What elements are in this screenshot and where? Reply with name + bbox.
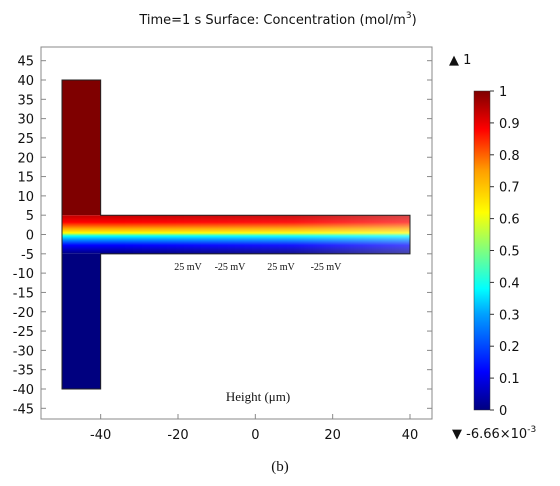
y-tick-label: -5 [21,248,34,263]
y-tick-label: 35 [17,93,34,108]
x-tick-label: 0 [251,428,259,443]
diffusion-overlay [120,215,410,254]
y-tick-label: -10 [13,267,34,282]
y-tick-label: -15 [13,286,34,301]
colorbar-tick-label: 1 [499,85,507,100]
colorbar-tick-label: 0.7 [499,181,520,196]
colorbar-tick-label: 0.1 [499,372,520,387]
colorbar-tick-label: 0.4 [499,276,520,291]
x-tick-label: 20 [324,428,341,443]
y-tick-label: 10 [17,190,34,205]
geometry-outline [61,79,411,390]
electrode-label: 25 mV [267,262,295,273]
colorbar-tick-label: 0.8 [499,149,520,164]
y-tick-label: -45 [13,402,34,417]
y-tick-label: 20 [17,151,34,166]
x-tick-label: 40 [402,428,419,443]
y-tick-label: 30 [17,113,34,128]
y-tick-label: 25 [17,132,34,147]
y-tick-label: 5 [26,209,34,224]
plot-frame [40,46,433,420]
colorbar-tick-label: 0.3 [499,308,520,323]
colorbar-tick-label: 0 [499,404,507,419]
electrode-label: -25 mV [311,262,343,273]
colorbar-tick-label: 0.5 [499,245,520,260]
y-tick-label: -40 [13,383,34,398]
chart-title: Time=1 s Surface: Concentration (mol/m3) [138,11,416,28]
y-tick-label: 40 [17,74,34,89]
inlet-top-region [62,80,101,216]
y-tick-label: -35 [13,364,34,379]
electrode-label: 25 mV [174,262,202,273]
colorbar-max-marker: ▲ 1 [449,53,471,68]
x-tick-label: -40 [90,428,111,443]
y-tick-label: 45 [17,55,34,70]
colorbar-ticks: 1 0.9 0.8 0.7 0.6 0.5 0.4 0.3 0.2 0.1 0 [490,85,520,419]
colorbar-tick-label: 0.2 [499,340,520,355]
y-tick-label: -20 [13,306,34,321]
y-axis-ticks: 45 40 35 30 25 20 15 10 5 0 -5 -10 -15 -20 -25 -30 -35 -4… [13,55,432,417]
colorbar [473,90,491,411]
y-tick-label: 0 [26,229,34,244]
y-tick-label: 15 [17,171,34,186]
x-axis-label: Height (μm) [226,389,290,404]
colorbar-tick-label: 0.6 [499,213,520,228]
y-tick-label: -25 [13,325,34,340]
colorbar-min-marker: ▼ -6.66×10-3 [452,425,536,442]
t-channel-geometry [61,79,411,390]
electrode-labels: 25 mV -25 mV 25 mV -25 mV [174,262,342,273]
colorbar-tick-label: 0.9 [499,117,520,132]
x-tick-label: -20 [167,428,188,443]
electrode-label: -25 mV [215,262,247,273]
figure-caption: (b) [271,459,289,475]
outlet-bottom-region [62,253,101,389]
y-tick-label: -30 [13,344,34,359]
x-axis-ticks: -40 -20 0 20 40 [90,414,418,443]
